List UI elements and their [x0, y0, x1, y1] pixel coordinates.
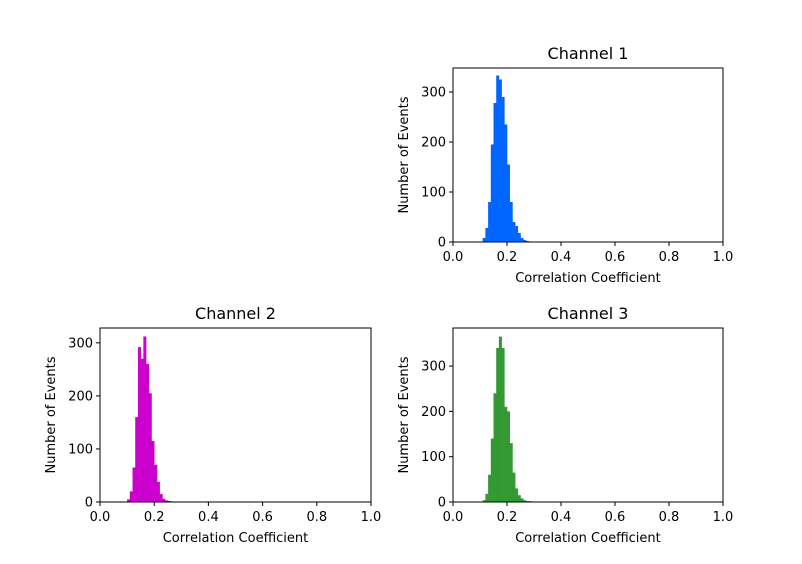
histogram-bar — [132, 467, 136, 502]
x-tick-label: 0.4 — [198, 510, 219, 525]
histogram-bar — [482, 238, 486, 242]
histogram-bar — [498, 79, 502, 242]
histogram-bar — [490, 144, 494, 242]
histogram-bar — [493, 393, 497, 502]
histogram-bar — [509, 202, 513, 242]
x-tick-label: 1.0 — [713, 250, 734, 265]
histogram-bar — [137, 347, 141, 502]
x-tick-label: 0.0 — [443, 250, 464, 265]
histogram-bar — [501, 347, 505, 502]
histogram-bar — [493, 103, 497, 242]
x-tick-label: 1.0 — [713, 510, 734, 525]
histogram-bar — [507, 164, 510, 242]
x-tick-label: 0.6 — [605, 510, 626, 525]
chart-title: Channel 2 — [195, 304, 276, 323]
axes-frame — [452, 327, 724, 503]
y-tick-label: 200 — [421, 405, 446, 420]
histogram-bar — [504, 124, 508, 242]
histogram-bar — [482, 500, 486, 502]
histogram-bar — [143, 336, 147, 502]
x-tick-label: 0.0 — [443, 510, 464, 525]
x-tick-label: 0.4 — [551, 510, 572, 525]
x-tick-label: 0.6 — [605, 250, 626, 265]
histogram-bar — [517, 495, 521, 502]
histogram-bar — [490, 438, 494, 502]
axes-frame — [452, 67, 724, 243]
x-tick-label: 0.2 — [497, 510, 518, 525]
histogram-bar — [504, 406, 508, 502]
x-tick-label: 0.8 — [659, 250, 680, 265]
y-tick-label: 300 — [421, 360, 446, 375]
histogram-bar — [127, 499, 131, 502]
y-tick-label: 100 — [421, 186, 446, 201]
histogram-bar — [501, 97, 505, 242]
histogram-bar — [151, 440, 155, 502]
histogram-bar — [154, 464, 158, 502]
y-axis-label: Number of Events — [397, 96, 412, 213]
histogram-bar — [129, 491, 133, 502]
y-tick-label: 0 — [438, 236, 446, 251]
histogram-bar — [520, 238, 524, 242]
x-axis-label: Correlation Coefficient — [163, 531, 309, 546]
histogram-bar — [496, 75, 500, 242]
histogram-bar — [488, 202, 492, 242]
histogram-bar — [512, 472, 516, 502]
chart-title: Channel 3 — [548, 304, 629, 323]
histogram-bar — [488, 474, 492, 502]
y-tick-label: 300 — [421, 86, 446, 101]
histogram-bar — [507, 411, 510, 503]
histogram-bar — [148, 393, 152, 502]
x-axis-label: Correlation Coefficient — [515, 531, 661, 546]
histogram-bar — [523, 500, 527, 502]
x-axis-label: Correlation Coefficient — [515, 271, 661, 286]
histogram-bar — [135, 417, 139, 502]
axes-frame — [99, 327, 372, 503]
chart-title: Channel 1 — [548, 44, 629, 63]
histogram-bar — [515, 488, 519, 502]
x-tick-label: 0.8 — [659, 510, 680, 525]
histogram-bar — [520, 498, 524, 503]
histogram-bar — [517, 233, 521, 242]
y-tick-label: 300 — [68, 336, 93, 351]
y-axis-label: Number of Events — [397, 356, 412, 473]
y-axis-label: Number of Events — [44, 356, 59, 473]
x-tick-label: 0.4 — [551, 250, 572, 265]
histogram-bar — [515, 226, 519, 242]
histogram-bar — [496, 347, 500, 502]
histogram-bar — [485, 228, 489, 242]
y-tick-label: 200 — [421, 136, 446, 151]
x-tick-label: 0.2 — [144, 510, 165, 525]
histogram-bar — [156, 481, 160, 502]
histogram-bar — [159, 494, 163, 502]
histogram-bar — [512, 222, 516, 242]
histogram-bar — [498, 336, 502, 502]
chart-1: 0.0 0.2 0.4 0.6 0.8 1.0 0 100 200 300 Channel 1 Cor… — [397, 44, 733, 286]
histogram-bar — [146, 364, 150, 502]
x-tick-label: 0.8 — [306, 510, 327, 525]
y-tick-label: 200 — [68, 389, 93, 404]
y-tick-label: 0 — [438, 496, 446, 511]
x-tick-label: 0.2 — [497, 250, 518, 265]
histogram-bar — [167, 500, 171, 502]
y-tick-label: 100 — [421, 450, 446, 465]
histogram-bar — [165, 500, 169, 502]
chart-3: 0.0 0.2 0.4 0.6 0.8 1.0 0 100 200 300 Channel 3 Cor… — [397, 304, 733, 546]
histogram-bar — [162, 498, 166, 502]
y-tick-label: 100 — [68, 442, 93, 457]
x-tick-label: 0.0 — [90, 510, 111, 525]
histogram-bar — [485, 493, 489, 502]
x-tick-label: 0.6 — [252, 510, 273, 525]
x-tick-label: 1.0 — [361, 510, 382, 525]
y-tick-label: 0 — [85, 496, 93, 511]
histogram-bar — [523, 240, 527, 242]
histogram-bar — [140, 358, 144, 502]
chart-2: 0.0 0.2 0.4 0.6 0.8 1.0 0 100 200 300 Channel 2 Cor… — [44, 304, 381, 546]
histogram-bar — [509, 443, 513, 502]
